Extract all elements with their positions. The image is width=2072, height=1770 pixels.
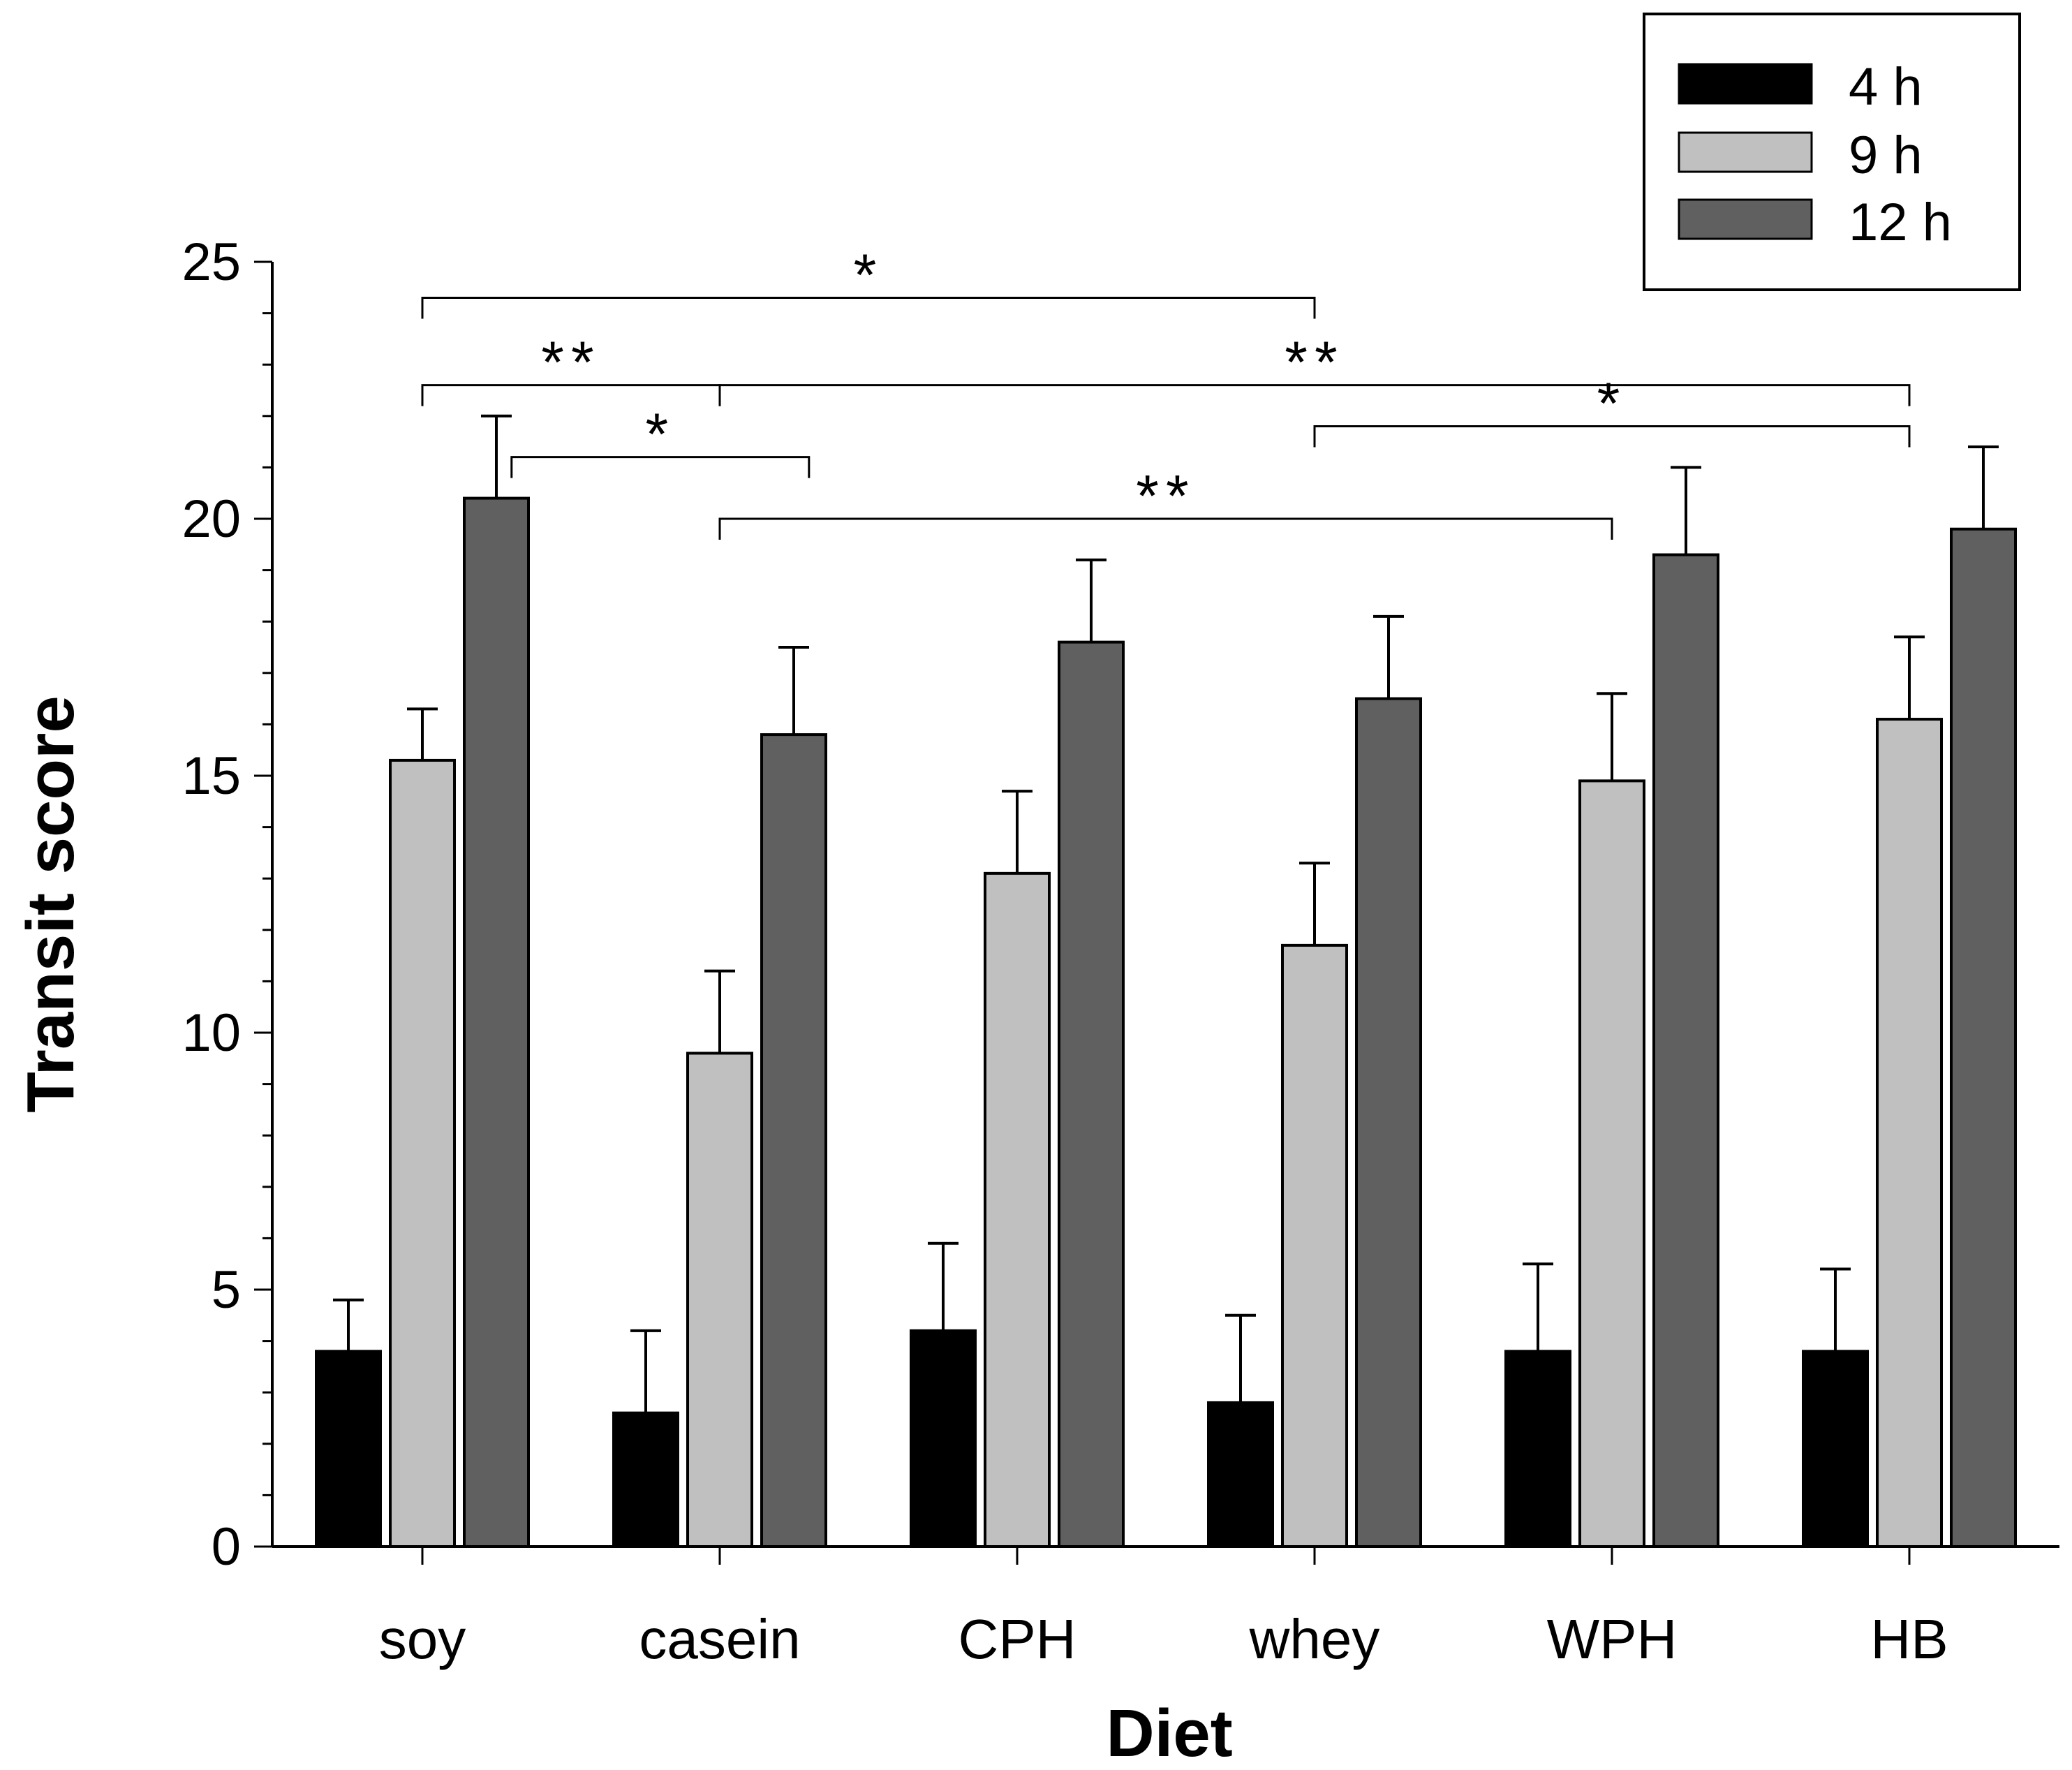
bar-12h-soy xyxy=(463,496,530,1548)
y-tick-label: 10 xyxy=(182,1003,241,1063)
legend-swatch-12h xyxy=(1678,198,1813,240)
bar-12h-whey xyxy=(1355,697,1422,1548)
category-label-soy: soy xyxy=(379,1608,466,1670)
y-tick-label: 25 xyxy=(182,233,241,292)
y-tick-label: 15 xyxy=(182,746,241,806)
significance-label-1: ** xyxy=(541,330,600,395)
legend-label-12h: 12 h xyxy=(1849,193,1952,252)
significance-bracket-5 xyxy=(718,517,1613,540)
bar-9h-whey xyxy=(1281,943,1348,1548)
significance-bracket-4 xyxy=(1313,425,1911,448)
bar-9h-wph xyxy=(1578,779,1645,1548)
legend-swatch-4h xyxy=(1678,63,1813,105)
significance-bracket-2 xyxy=(718,384,1911,406)
category-label-hb: HB xyxy=(1870,1608,1948,1670)
bar-4h-hb xyxy=(1802,1350,1869,1548)
category-label-wph: WPH xyxy=(1547,1608,1678,1670)
significance-bracket-0 xyxy=(421,297,1316,319)
bar-12h-wph xyxy=(1652,553,1719,1548)
y-tick-label: 5 xyxy=(212,1260,241,1320)
bar-9h-cph xyxy=(984,871,1051,1548)
category-label-whey: whey xyxy=(1249,1608,1380,1670)
bar-4h-casein xyxy=(612,1411,679,1549)
significance-bracket-3 xyxy=(510,456,811,478)
y-ticks: 0 5 10 15 20 25 xyxy=(182,233,272,1577)
category-label-casein: casein xyxy=(639,1608,800,1670)
significance-label-4: * xyxy=(1597,371,1627,436)
x-ticks: soy casein CPH whey WPH HB xyxy=(379,1547,1948,1670)
x-axis-title: Diet xyxy=(1106,1696,1232,1770)
legend-label-4h: 4 h xyxy=(1849,57,1923,117)
y-tick-label: 0 xyxy=(212,1517,241,1577)
bar-4h-whey xyxy=(1207,1401,1274,1549)
significance-label-0: * xyxy=(854,242,884,308)
significance-label-3: * xyxy=(645,401,675,467)
bar-12h-casein xyxy=(760,733,827,1548)
bar-4h-cph xyxy=(910,1329,977,1548)
bars xyxy=(315,414,2017,1549)
y-axis-title: Transit score xyxy=(13,695,88,1113)
y-tick-label: 20 xyxy=(182,489,241,549)
legend-label-9h: 9 h xyxy=(1849,126,1923,185)
bar-4h-wph xyxy=(1504,1350,1571,1548)
legend: 4 h 9 h 12 h xyxy=(1643,13,2021,291)
legend-swatch-9h xyxy=(1678,131,1813,173)
bar-12h-hb xyxy=(1950,527,2017,1548)
significance-brackets: *** *** *** xyxy=(421,242,1911,540)
significance-label-2: ** xyxy=(1285,330,1344,395)
bar-9h-casein xyxy=(686,1052,753,1548)
axes xyxy=(271,262,2059,1548)
bar-12h-cph xyxy=(1058,640,1125,1548)
bar-9h-soy xyxy=(389,758,456,1548)
bar-9h-hb xyxy=(1876,718,1943,1548)
significance-label-5: ** xyxy=(1136,463,1195,529)
bar-4h-soy xyxy=(315,1350,382,1548)
category-label-cph: CPH xyxy=(959,1608,1076,1670)
